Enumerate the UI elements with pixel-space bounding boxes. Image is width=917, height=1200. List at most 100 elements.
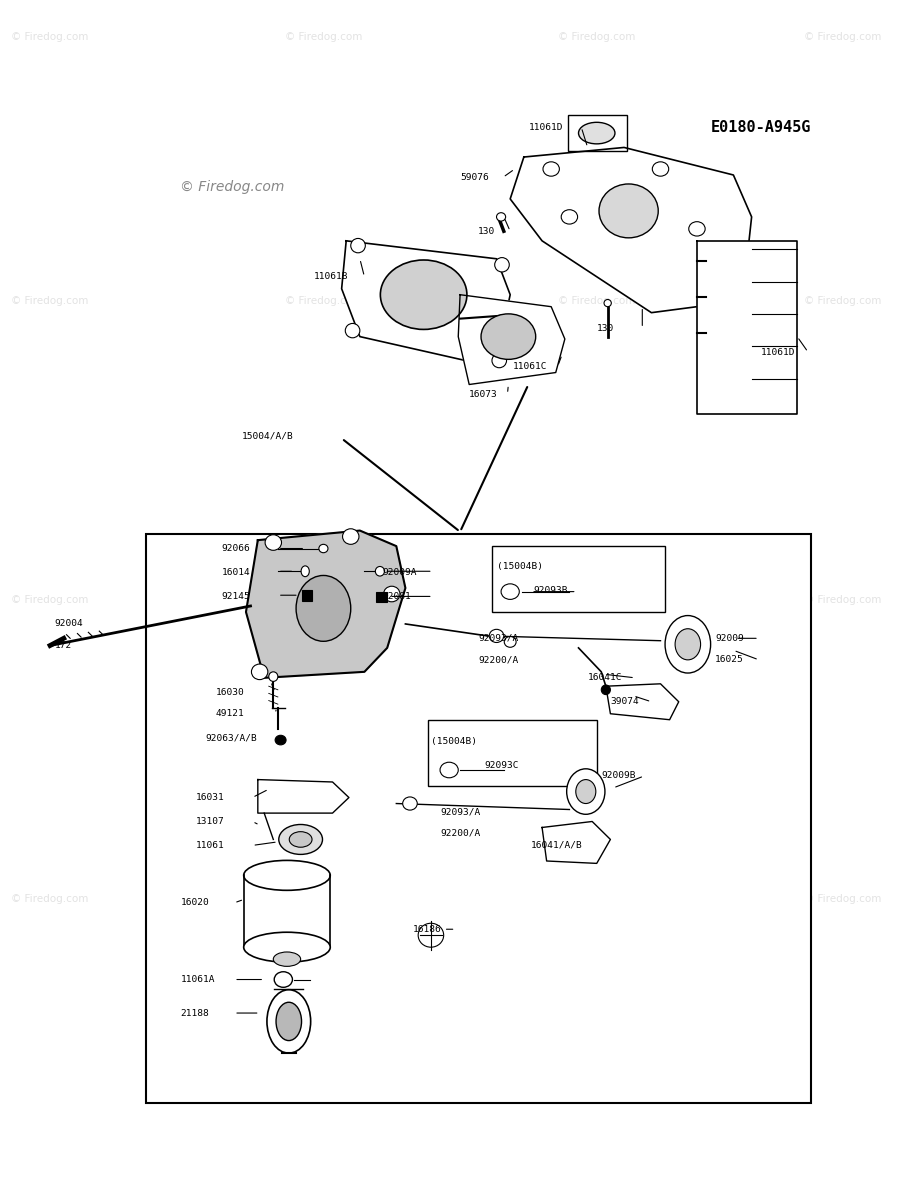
Ellipse shape	[276, 1002, 302, 1040]
Text: 130: 130	[479, 227, 495, 235]
Text: (15004B): (15004B)	[496, 562, 543, 571]
Text: 92093B: 92093B	[533, 586, 568, 595]
Polygon shape	[258, 780, 349, 814]
Text: 16041C: 16041C	[588, 673, 622, 683]
Text: 13107: 13107	[196, 817, 225, 826]
Text: 16031: 16031	[196, 793, 225, 802]
Text: © Firedog.com: © Firedog.com	[11, 295, 89, 306]
Ellipse shape	[665, 616, 711, 673]
Text: 11061D: 11061D	[761, 348, 795, 356]
Text: © Firedog.com: © Firedog.com	[804, 894, 881, 905]
Ellipse shape	[504, 636, 516, 647]
Text: © Firedog.com: © Firedog.com	[804, 595, 881, 605]
Text: © Firedog.com: © Firedog.com	[11, 32, 89, 42]
Ellipse shape	[490, 629, 503, 642]
Text: 172: 172	[55, 641, 72, 650]
Ellipse shape	[604, 300, 612, 307]
Text: © Firedog.com: © Firedog.com	[804, 295, 881, 306]
Ellipse shape	[689, 222, 705, 236]
Ellipse shape	[481, 314, 536, 359]
Text: 11061C: 11061C	[513, 362, 547, 371]
Text: © Firedog.com: © Firedog.com	[180, 180, 284, 194]
Text: 21188: 21188	[181, 1008, 209, 1018]
Text: 16030: 16030	[215, 688, 245, 697]
Text: 16014: 16014	[221, 568, 250, 577]
Ellipse shape	[403, 797, 417, 810]
Ellipse shape	[492, 353, 506, 367]
Polygon shape	[246, 530, 405, 678]
Text: © Firedog.com: © Firedog.com	[11, 894, 89, 905]
Text: 16073: 16073	[470, 390, 498, 398]
Text: 16025: 16025	[715, 655, 744, 665]
Ellipse shape	[244, 860, 330, 890]
Ellipse shape	[675, 629, 701, 660]
Ellipse shape	[346, 324, 359, 338]
Text: © Firedog.com: © Firedog.com	[558, 595, 635, 605]
Ellipse shape	[319, 545, 328, 553]
Ellipse shape	[267, 990, 311, 1054]
Ellipse shape	[269, 672, 278, 682]
Text: 16186: 16186	[413, 925, 441, 934]
Text: 16041/A/B: 16041/A/B	[531, 841, 583, 850]
Ellipse shape	[279, 824, 323, 854]
Ellipse shape	[265, 535, 282, 551]
Ellipse shape	[494, 258, 509, 272]
Ellipse shape	[275, 736, 286, 745]
Ellipse shape	[602, 685, 611, 695]
Text: © Firedog.com: © Firedog.com	[558, 295, 635, 306]
Ellipse shape	[296, 576, 350, 641]
Ellipse shape	[375, 566, 384, 576]
Bar	[302, 590, 313, 601]
Ellipse shape	[440, 762, 458, 778]
Text: E0180-A945G: E0180-A945G	[711, 120, 811, 134]
Text: © Firedog.com: © Firedog.com	[285, 32, 362, 42]
Ellipse shape	[381, 260, 467, 330]
Text: (15004B): (15004B)	[431, 737, 477, 745]
Text: 92200/A: 92200/A	[479, 655, 518, 665]
Text: 92200/A: 92200/A	[440, 829, 481, 838]
Polygon shape	[697, 241, 797, 414]
Text: 92009A: 92009A	[382, 568, 417, 577]
Text: 92093/A: 92093/A	[440, 808, 481, 816]
Polygon shape	[510, 148, 752, 313]
Bar	[428, 720, 597, 786]
Polygon shape	[458, 295, 565, 384]
Text: 11061B: 11061B	[315, 272, 348, 281]
Ellipse shape	[496, 212, 505, 221]
Ellipse shape	[383, 587, 400, 601]
Text: © Firedog.com: © Firedog.com	[804, 32, 881, 42]
Ellipse shape	[599, 184, 658, 238]
Text: 92093/A: 92093/A	[479, 634, 518, 643]
Text: 11061D: 11061D	[528, 122, 563, 132]
Text: 92004: 92004	[55, 619, 83, 629]
Ellipse shape	[289, 832, 312, 847]
Text: 39074: 39074	[611, 697, 639, 707]
Text: 59076: 59076	[460, 173, 489, 182]
Text: 130: 130	[597, 324, 614, 332]
Text: © Firedog.com: © Firedog.com	[285, 295, 362, 306]
Text: © Firedog.com: © Firedog.com	[285, 595, 362, 605]
Ellipse shape	[501, 584, 519, 600]
Ellipse shape	[244, 932, 330, 962]
Text: 16020: 16020	[181, 899, 209, 907]
Text: 92093C: 92093C	[485, 761, 519, 769]
Ellipse shape	[418, 923, 444, 947]
Ellipse shape	[561, 210, 578, 224]
Ellipse shape	[251, 664, 268, 679]
Bar	[568, 115, 627, 151]
Text: 11061A: 11061A	[181, 976, 215, 984]
Ellipse shape	[576, 780, 596, 804]
Ellipse shape	[343, 529, 359, 545]
Text: © Firedog.com: © Firedog.com	[558, 32, 635, 42]
Text: 92145: 92145	[221, 592, 250, 601]
Polygon shape	[606, 684, 679, 720]
Bar	[376, 592, 387, 602]
Text: 15004/A/B: 15004/A/B	[241, 432, 293, 440]
Ellipse shape	[567, 769, 605, 815]
Ellipse shape	[273, 952, 301, 966]
Text: © Firedog.com: © Firedog.com	[285, 894, 362, 905]
Ellipse shape	[274, 972, 293, 988]
Text: 92066: 92066	[221, 544, 250, 553]
Ellipse shape	[301, 566, 309, 577]
Text: © Firedog.com: © Firedog.com	[11, 595, 89, 605]
